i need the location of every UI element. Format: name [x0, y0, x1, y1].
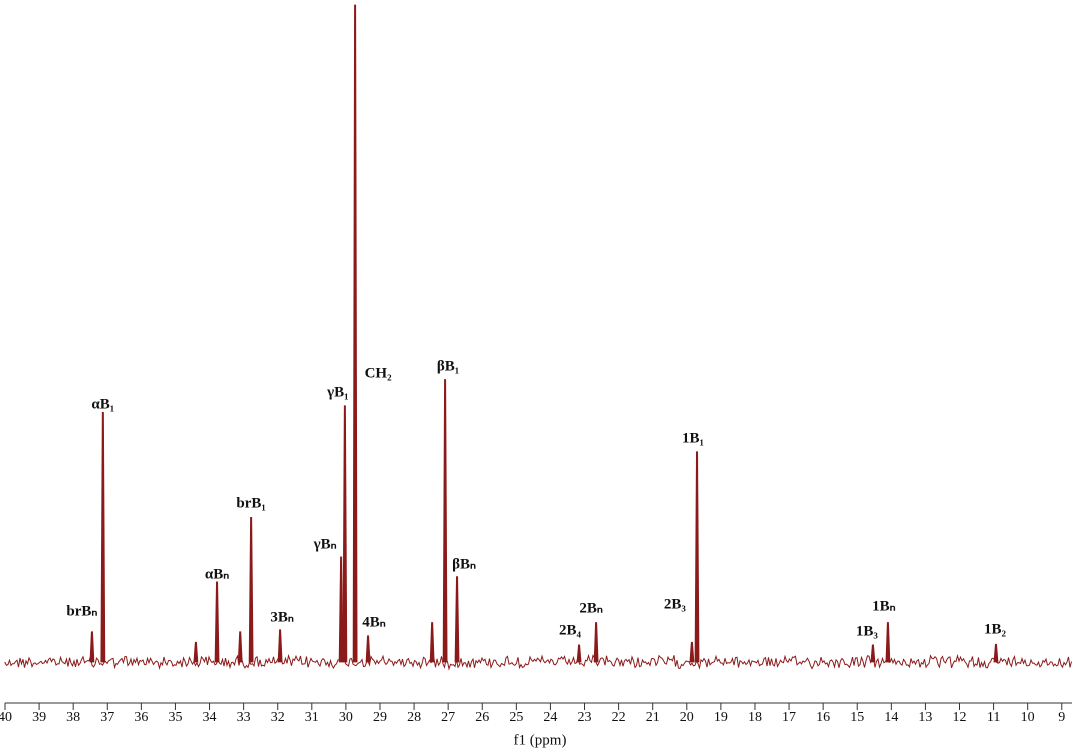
- peak-label: 2B₃: [664, 596, 687, 612]
- peak: [277, 629, 283, 663]
- x-tick-label: 30: [339, 710, 353, 725]
- peak: [100, 411, 106, 663]
- peak-label: 3Bₙ: [270, 609, 294, 625]
- x-tick-label: 10: [1021, 710, 1035, 725]
- x-tick-label: 27: [441, 710, 455, 725]
- peak: [593, 622, 599, 663]
- peak-label: CH₂: [365, 365, 393, 381]
- peak: [993, 643, 999, 663]
- x-tick-label: 23: [578, 710, 592, 725]
- x-tick-label: 34: [203, 710, 217, 725]
- peak: [338, 556, 344, 663]
- peak: [454, 576, 460, 663]
- x-tick-label: 39: [32, 710, 46, 725]
- x-tick-label: 9: [1058, 710, 1065, 725]
- peak-label: 1B₂: [984, 621, 1007, 637]
- peak: [342, 405, 348, 663]
- x-tick-label: 17: [782, 710, 796, 725]
- peak: [193, 641, 199, 663]
- peak-label: 1B₁: [682, 430, 704, 446]
- peak: [442, 379, 448, 663]
- peak-label: brBₙ: [66, 603, 97, 619]
- peak-label: αB₁: [91, 396, 114, 412]
- x-tick-label: 16: [816, 710, 830, 725]
- x-tick-label: 29: [373, 710, 387, 725]
- peak-label: 2Bₙ: [579, 600, 603, 616]
- x-tick-label: 28: [407, 710, 421, 725]
- peak-label: brB₁: [236, 495, 266, 511]
- peak-label: γB₁: [326, 384, 349, 400]
- x-tick-label: 31: [305, 710, 319, 725]
- x-tick-label: 13: [918, 710, 932, 725]
- x-tick-label: 37: [100, 710, 114, 725]
- peak: [248, 517, 254, 663]
- x-tick-label: 15: [850, 710, 864, 725]
- peak-label: 1B₃: [856, 623, 879, 639]
- x-axis-label: f1 (ppm): [514, 732, 567, 748]
- x-tick-label: 14: [884, 710, 898, 725]
- x-tick-label: 32: [271, 710, 285, 725]
- x-tick-label: 19: [714, 710, 728, 725]
- peak-label: 4Bₙ: [362, 614, 386, 630]
- x-tick-label: 26: [475, 710, 489, 725]
- peak: [237, 631, 243, 663]
- peak: [870, 644, 876, 663]
- peak-label: 2B₄: [559, 622, 582, 638]
- x-tick-label: 36: [134, 710, 148, 725]
- x-tick-label: 40: [0, 710, 12, 725]
- x-tick-label: 38: [66, 710, 80, 725]
- x-tick-label: 25: [509, 710, 523, 725]
- peak: [89, 631, 95, 663]
- x-tick-label: 33: [237, 710, 251, 725]
- peak: [365, 635, 371, 663]
- peak-label: αBₙ: [205, 566, 229, 582]
- peak: [429, 622, 435, 663]
- x-tick-label: 24: [543, 710, 557, 725]
- x-tick-label: 11: [987, 710, 1000, 725]
- x-tick-label: 35: [168, 710, 182, 725]
- x-tick-label: 12: [953, 710, 967, 725]
- peak: [689, 641, 695, 663]
- peak: [214, 581, 220, 663]
- x-tick-label: 22: [612, 710, 626, 725]
- peak: [885, 622, 891, 663]
- peak-label: βBₙ: [452, 556, 476, 572]
- peak: [352, 4, 358, 663]
- peak: [694, 451, 700, 663]
- x-tick-label: 20: [680, 710, 694, 725]
- peak-label: γBₙ: [313, 536, 337, 552]
- x-tick-label: 21: [646, 710, 660, 725]
- peak: [576, 644, 582, 663]
- peak-label: 1Bₙ: [872, 598, 896, 614]
- spectrum-noise: [4, 653, 1072, 671]
- peak-label: βB₁: [437, 358, 459, 374]
- x-tick-label: 18: [748, 710, 762, 725]
